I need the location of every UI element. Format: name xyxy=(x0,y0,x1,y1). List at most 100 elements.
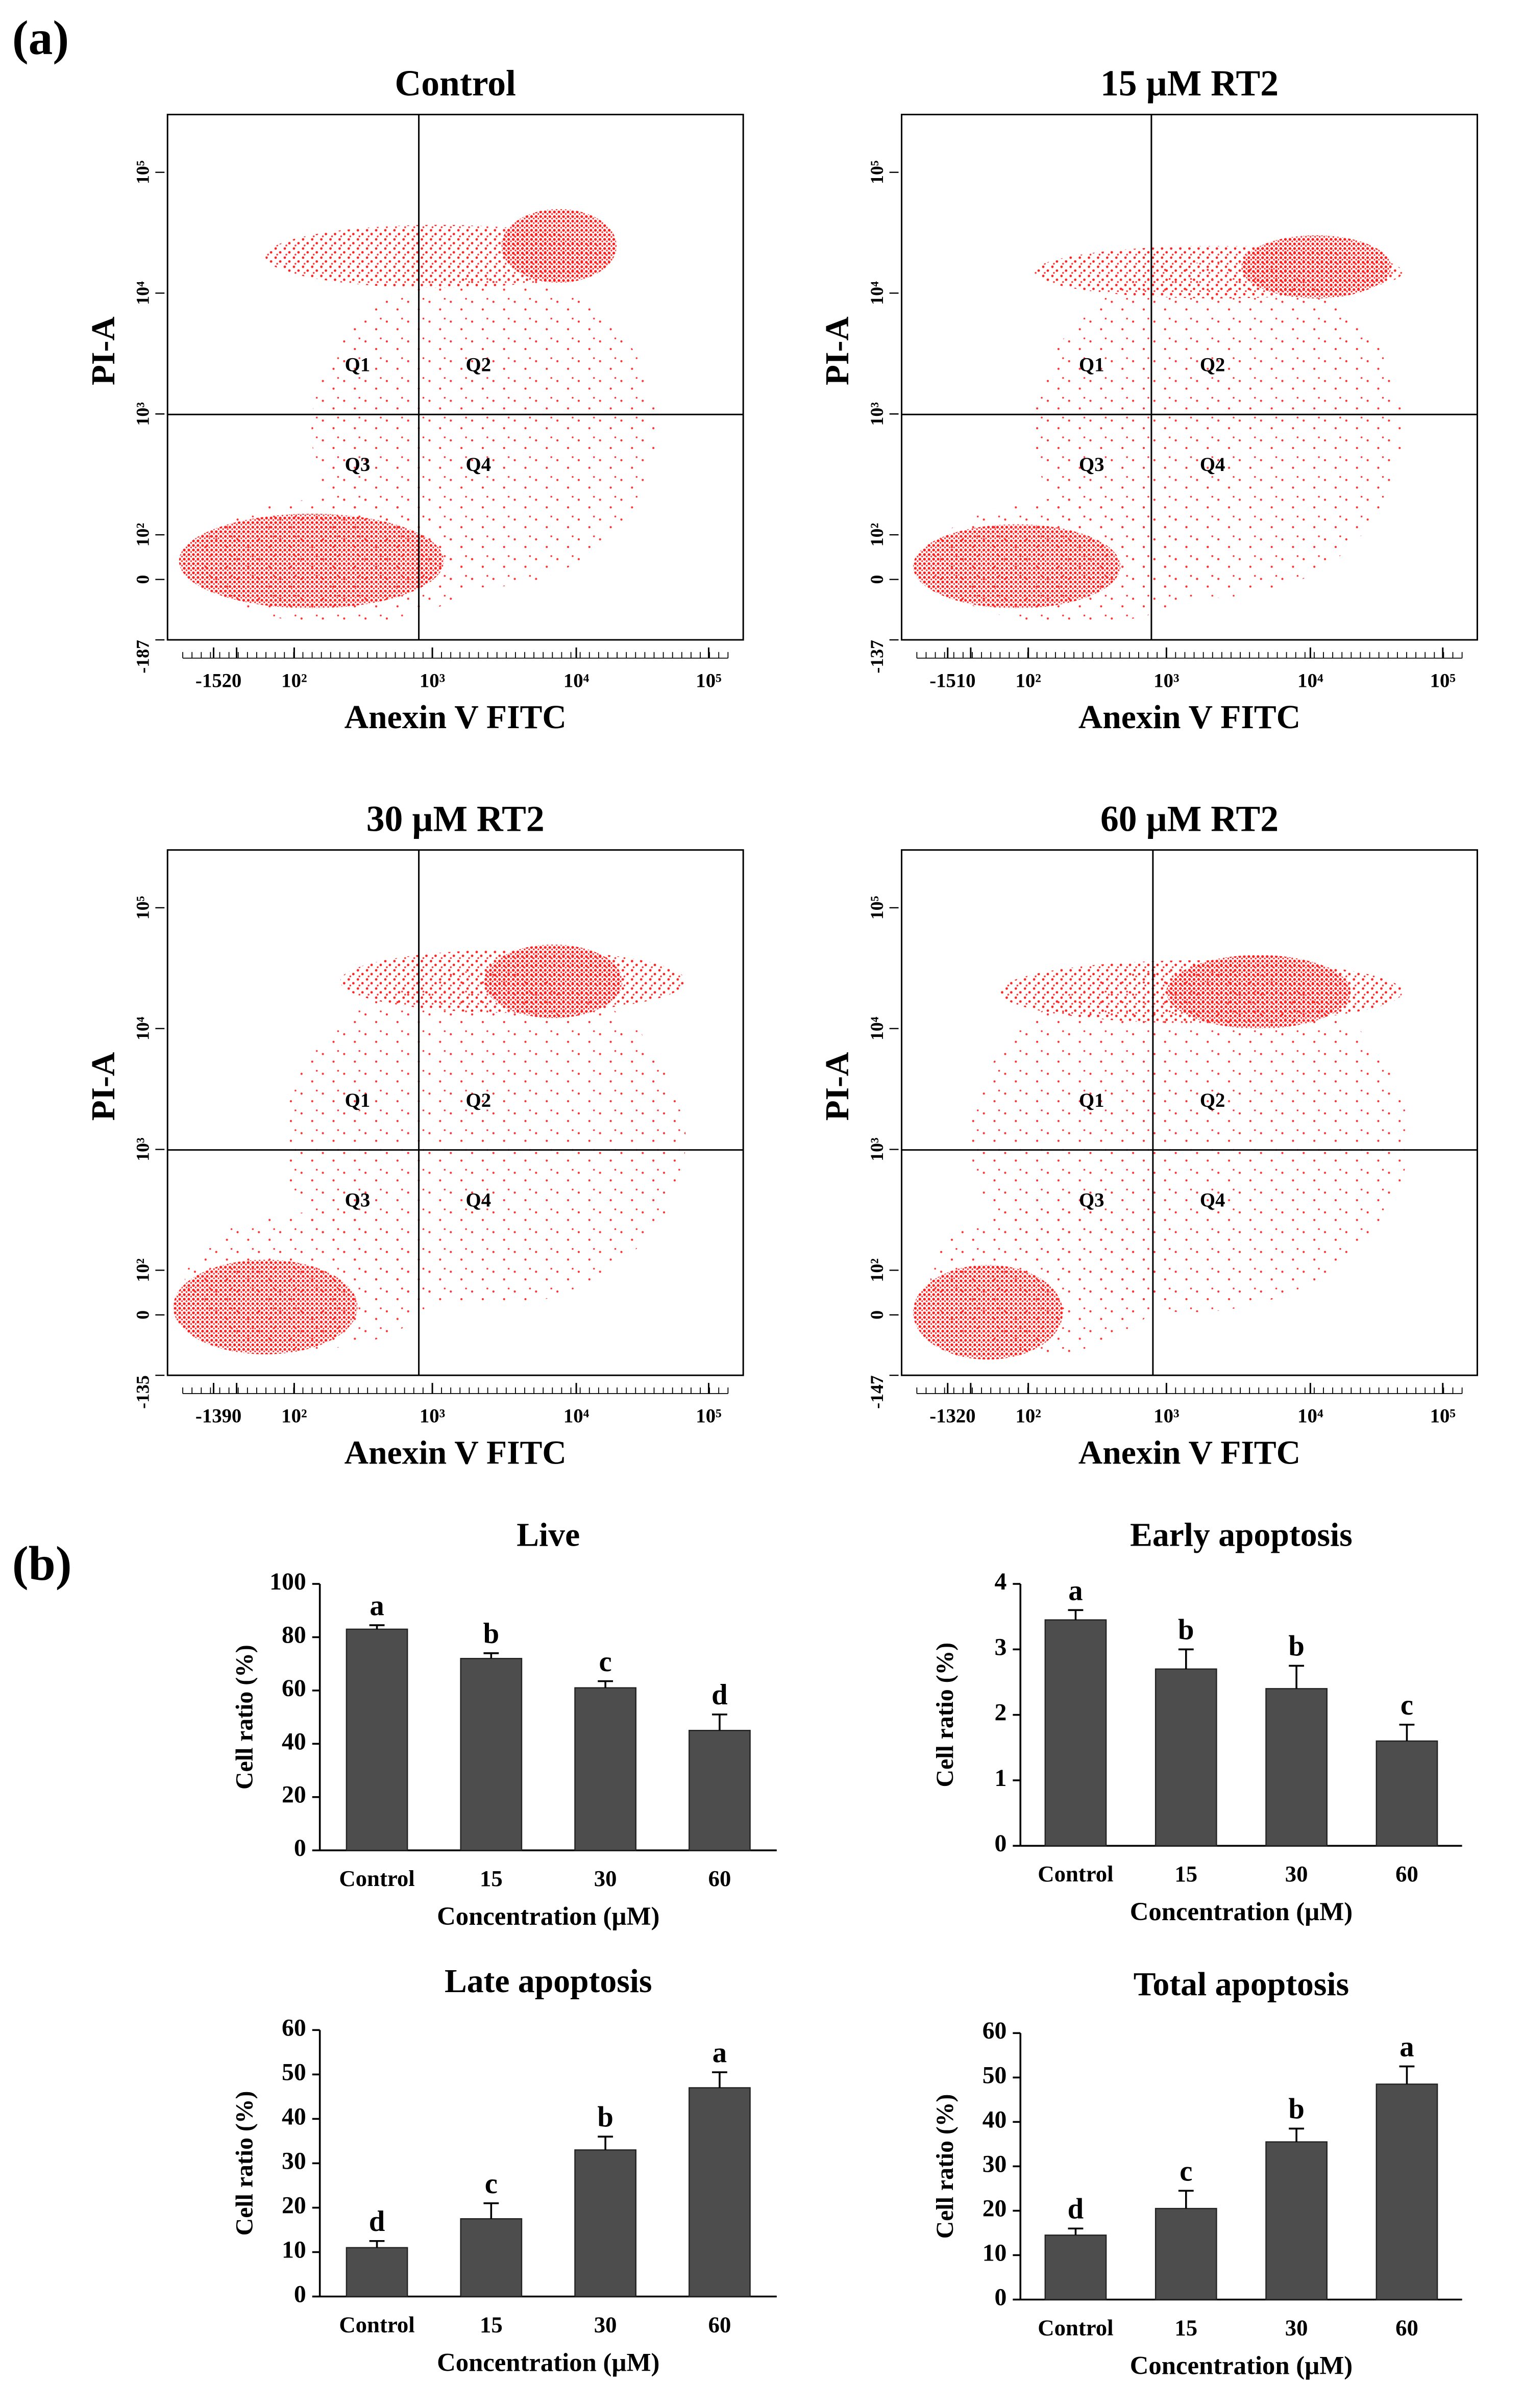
x-tick-label: 10⁵ xyxy=(696,1405,721,1427)
y-tick-label: 10⁴ xyxy=(867,281,887,305)
y-axis-label: PI-A xyxy=(85,1052,122,1121)
y-axis-label: Cell ratio (%) xyxy=(231,2091,258,2236)
x-tick-label: 10⁴ xyxy=(1297,669,1323,691)
error-bar xyxy=(1068,1609,1084,1620)
quadrant-label: Q4 xyxy=(466,454,492,476)
error-bar xyxy=(712,1714,727,1731)
y-axis-label: Cell ratio (%) xyxy=(931,2094,959,2239)
error-bar xyxy=(369,2240,385,2248)
x-axis-label: Concentration (µM) xyxy=(1130,1897,1353,1926)
y-tick-label: 10³ xyxy=(867,1137,887,1161)
y-tick-label: 2 xyxy=(995,1699,1007,1726)
y-tick-label: 30 xyxy=(982,2150,1007,2177)
y-tick-label: 50 xyxy=(982,2062,1007,2089)
y-tick-label: 10⁴ xyxy=(867,1016,887,1040)
quadrant-label: Q2 xyxy=(466,354,492,376)
x-tick-label: 10² xyxy=(1015,669,1041,691)
y-tick-label: 0 xyxy=(133,1310,153,1320)
significance-letter: c xyxy=(1180,2155,1192,2187)
chart-title: Total apoptosis xyxy=(1134,1966,1349,2003)
y-axis-label: PI-A xyxy=(819,316,856,385)
plot-title: Control xyxy=(395,63,516,104)
y-axis-label: Cell ratio (%) xyxy=(931,1643,959,1788)
quadrant-label: Q1 xyxy=(345,1089,371,1111)
significance-letter: a xyxy=(1399,2031,1414,2063)
bar xyxy=(460,2218,523,2297)
quadrant-label: Q3 xyxy=(345,454,371,476)
error-bar xyxy=(1178,2190,1194,2209)
bar-chart: Live 0 20 40 60 80 100 Cell ratio (%) Concentrat… xyxy=(231,1517,777,1930)
y-tick-label: 10³ xyxy=(867,402,887,426)
y-tick-label: 0 xyxy=(995,2283,1007,2311)
plot-title: 15 µM RT2 xyxy=(1100,63,1279,104)
x-tick-label: 10³ xyxy=(1153,1405,1179,1427)
dot-cloud xyxy=(930,498,1218,625)
x-axis-label: Anexin V FITC xyxy=(345,1434,567,1471)
significance-letter: c xyxy=(485,2168,498,2200)
bar-chart: Late apoptosis 0 10 20 30 40 50 60 Cell ratio (%… xyxy=(231,1963,777,2376)
error-bar xyxy=(483,2202,499,2219)
x-tick-label: Control xyxy=(1038,2315,1113,2340)
dot-cloud xyxy=(501,209,617,283)
x-tick-label: 10⁴ xyxy=(1297,1405,1323,1427)
error-bar xyxy=(1399,2065,1415,2084)
x-tick-label: 0 xyxy=(966,1405,975,1427)
chart-title: Early apoptosis xyxy=(1130,1517,1353,1554)
y-tick-label: -135 xyxy=(133,1375,153,1409)
significance-letter: c xyxy=(599,1646,612,1678)
y-tick-label: 4 xyxy=(995,1568,1007,1595)
significance-letter: d xyxy=(1068,2193,1084,2225)
quadrant-label: Q1 xyxy=(345,354,371,376)
dot-cloud xyxy=(930,1207,1161,1355)
significance-letter: b xyxy=(1288,2093,1305,2125)
bar-chart: Total apoptosis 0 10 20 30 40 50 60 Cell ratio (… xyxy=(931,1966,1462,2379)
y-tick-label: 60 xyxy=(282,1675,306,1702)
x-axis-label: Anexin V FITC xyxy=(1078,699,1300,736)
y-tick-label: 10³ xyxy=(133,402,153,426)
y-tick-label: 20 xyxy=(282,1781,306,1808)
bar-chart: Early apoptosis 0 1 2 3 4 Cell ratio (%) Concen… xyxy=(931,1517,1462,1926)
x-tick-label: 60 xyxy=(1395,2315,1418,2340)
x-tick-label: Control xyxy=(339,2312,414,2337)
y-tick-label: 10⁵ xyxy=(133,896,153,920)
quadrant-label: Q4 xyxy=(466,1189,492,1211)
x-tick-label: 15 xyxy=(480,1866,503,1891)
x-tick-label: 60 xyxy=(708,2312,731,2337)
bar xyxy=(1154,2207,1217,2300)
error-bar xyxy=(1289,1665,1305,1689)
x-axis-label: Anexin V FITC xyxy=(345,699,567,736)
x-tick-label: 0 xyxy=(966,669,975,691)
x-tick-label: -151 xyxy=(929,669,966,691)
bar xyxy=(1265,1688,1328,1847)
y-tick-label: 10² xyxy=(867,523,887,547)
x-axis-label: Concentration (µM) xyxy=(437,1902,659,1930)
x-tick-label: 10⁵ xyxy=(1430,669,1456,691)
bar xyxy=(1044,2235,1107,2300)
y-tick-label: 50 xyxy=(282,2058,306,2086)
y-tick-label: 10 xyxy=(982,2239,1007,2266)
plot-frame xyxy=(166,849,744,1376)
bar xyxy=(1375,1740,1438,1847)
x-tick-label: 30 xyxy=(594,2312,617,2337)
y-tick-label: 1 xyxy=(995,1765,1007,1792)
quadrant-label: Q4 xyxy=(1200,454,1225,476)
x-tick-label: 10⁴ xyxy=(563,1405,589,1427)
y-tick-label: 40 xyxy=(282,1728,306,1755)
x-tick-label: 10² xyxy=(1015,1405,1041,1427)
bar xyxy=(1044,1619,1107,1847)
x-tick-label: 10² xyxy=(281,669,307,691)
y-tick-label: 20 xyxy=(282,2192,306,2219)
quadrant-label: Q3 xyxy=(1079,454,1104,476)
error-bar xyxy=(1178,1648,1194,1669)
dot-cloud xyxy=(282,971,686,1307)
bar xyxy=(689,1730,751,1851)
y-tick-label: 0 xyxy=(867,575,887,584)
quadrant-label: Q1 xyxy=(1079,354,1104,376)
error-bar xyxy=(1399,1724,1415,1741)
